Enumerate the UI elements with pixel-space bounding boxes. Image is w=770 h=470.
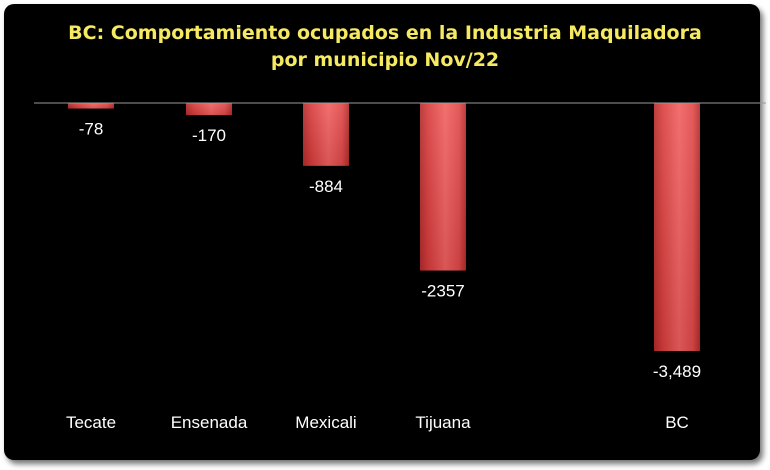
value-label-ensenada: -170 (192, 126, 226, 145)
bar-shade-bc (654, 103, 700, 351)
category-labels-group: Tecate Ensenada Mexicali Tijuana BC (66, 413, 689, 432)
chart-title-line-2: por municipio Nov/22 (270, 49, 500, 71)
category-label-bc: BC (665, 413, 689, 432)
category-label-tijuana: Tijuana (415, 413, 471, 432)
value-labels-group: -78 -170 -884 -2357 -3,489 (79, 120, 701, 381)
bar-shade-tecate (68, 103, 114, 109)
category-label-mexicali: Mexicali (295, 413, 356, 432)
bar-shade-ensenada (186, 103, 232, 116)
bar-shade-mexicali (303, 103, 349, 166)
value-label-tijuana: -2357 (421, 282, 464, 301)
bar-shade-tijuana (420, 103, 466, 271)
bars-group (68, 103, 700, 351)
value-label-mexicali: -884 (309, 177, 343, 196)
value-label-tecate: -78 (79, 120, 104, 139)
chart-frame (4, 4, 760, 460)
chart-title-line-1: BC: Comportamiento ocupados en la Indust… (68, 22, 702, 44)
category-label-ensenada: Ensenada (171, 413, 248, 432)
value-label-bc: -3,489 (653, 362, 701, 381)
chart-title: BC: Comportamiento ocupados en la Indust… (0, 20, 770, 74)
category-label-tecate: Tecate (66, 413, 116, 432)
